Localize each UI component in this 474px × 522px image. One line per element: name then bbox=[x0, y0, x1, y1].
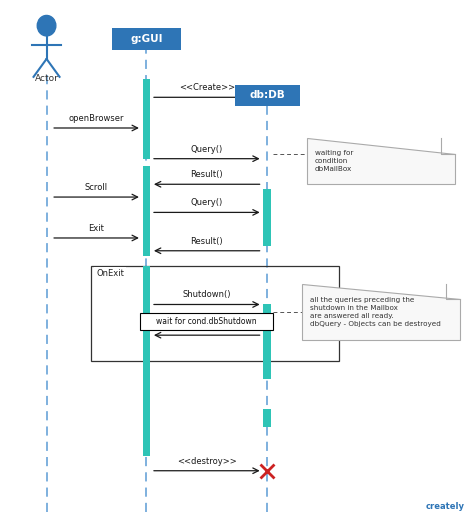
Text: Scroll: Scroll bbox=[85, 183, 108, 192]
Text: Done: Done bbox=[196, 321, 218, 330]
Text: Result(): Result() bbox=[191, 236, 223, 246]
Text: all the queries preceding the
shutdown in the Mailbox
are answered all ready.
db: all the queries preceding the shutdown i… bbox=[310, 297, 441, 327]
Bar bbox=[264, 304, 271, 378]
Text: waiting for
condition
dbMailBox: waiting for condition dbMailBox bbox=[315, 150, 354, 172]
Bar bbox=[140, 313, 273, 329]
Text: creately: creately bbox=[426, 502, 465, 511]
FancyBboxPatch shape bbox=[111, 28, 181, 50]
Text: db:DB: db:DB bbox=[249, 90, 285, 100]
Text: Query(): Query() bbox=[191, 198, 223, 207]
Text: wait for cond.dbShutdown: wait for cond.dbShutdown bbox=[156, 317, 257, 326]
Text: Shutdown(): Shutdown() bbox=[182, 290, 231, 300]
Bar bbox=[143, 266, 150, 456]
Circle shape bbox=[37, 16, 56, 36]
Text: openBrowser: openBrowser bbox=[69, 114, 124, 123]
Bar bbox=[91, 266, 339, 361]
FancyBboxPatch shape bbox=[235, 85, 300, 106]
Text: OnExit: OnExit bbox=[96, 269, 124, 278]
Polygon shape bbox=[307, 138, 456, 184]
Bar bbox=[143, 79, 150, 159]
Text: Actor: Actor bbox=[35, 74, 58, 84]
Text: g:GUI: g:GUI bbox=[130, 34, 163, 44]
Text: <<Create>>: <<Create>> bbox=[179, 83, 235, 92]
Text: Query(): Query() bbox=[191, 145, 223, 153]
Text: <<destroy>>: <<destroy>> bbox=[177, 457, 237, 466]
Text: Result(): Result() bbox=[191, 170, 223, 179]
Polygon shape bbox=[302, 284, 460, 340]
Bar bbox=[264, 409, 271, 427]
Text: Exit: Exit bbox=[89, 224, 104, 233]
Bar bbox=[143, 167, 150, 256]
Bar bbox=[264, 189, 271, 246]
